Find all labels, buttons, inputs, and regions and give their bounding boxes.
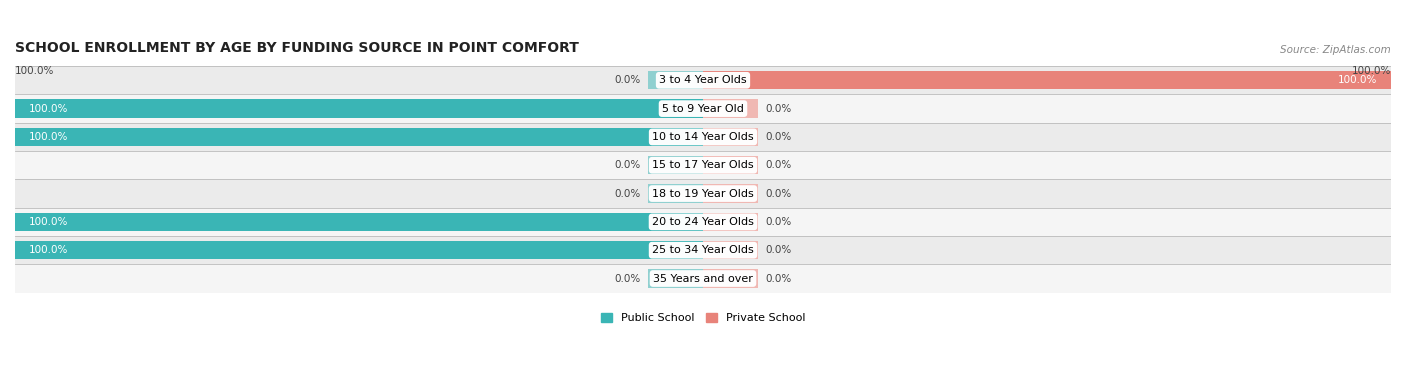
Text: 20 to 24 Year Olds: 20 to 24 Year Olds	[652, 217, 754, 227]
Bar	[703, 241, 758, 259]
Bar	[15, 151, 1391, 179]
Bar	[648, 156, 703, 175]
Text: 100.0%: 100.0%	[28, 245, 67, 255]
Text: Source: ZipAtlas.com: Source: ZipAtlas.com	[1281, 45, 1391, 55]
Text: 0.0%: 0.0%	[765, 132, 792, 142]
Bar	[15, 66, 1391, 95]
Text: 3 to 4 Year Olds: 3 to 4 Year Olds	[659, 75, 747, 85]
Bar	[703, 100, 758, 118]
Text: 100.0%: 100.0%	[28, 217, 67, 227]
Bar	[15, 179, 1391, 208]
Text: 0.0%: 0.0%	[765, 217, 792, 227]
Text: 5 to 9 Year Old: 5 to 9 Year Old	[662, 104, 744, 113]
Text: 100.0%: 100.0%	[28, 132, 67, 142]
Text: 100.0%: 100.0%	[1351, 66, 1391, 76]
Text: 0.0%: 0.0%	[765, 160, 792, 170]
Bar	[15, 213, 703, 231]
Text: 15 to 17 Year Olds: 15 to 17 Year Olds	[652, 160, 754, 170]
Text: 0.0%: 0.0%	[614, 75, 641, 85]
Text: 0.0%: 0.0%	[614, 160, 641, 170]
Bar	[703, 184, 758, 203]
Bar	[703, 213, 758, 231]
Text: 0.0%: 0.0%	[765, 188, 792, 199]
Bar	[648, 71, 703, 89]
Bar	[703, 128, 758, 146]
Text: 0.0%: 0.0%	[614, 188, 641, 199]
Text: 100.0%: 100.0%	[15, 66, 55, 76]
Text: 10 to 14 Year Olds: 10 to 14 Year Olds	[652, 132, 754, 142]
Bar	[15, 264, 1391, 293]
Bar	[15, 241, 703, 259]
Text: SCHOOL ENROLLMENT BY AGE BY FUNDING SOURCE IN POINT COMFORT: SCHOOL ENROLLMENT BY AGE BY FUNDING SOUR…	[15, 41, 579, 55]
Bar	[15, 208, 1391, 236]
Bar	[703, 71, 1391, 89]
Bar	[15, 100, 703, 118]
Text: 0.0%: 0.0%	[614, 274, 641, 284]
Bar	[15, 95, 1391, 123]
Bar	[648, 269, 703, 288]
Bar	[648, 184, 703, 203]
Text: 0.0%: 0.0%	[765, 104, 792, 113]
Bar	[15, 128, 703, 146]
Text: 18 to 19 Year Olds: 18 to 19 Year Olds	[652, 188, 754, 199]
Bar	[703, 156, 758, 175]
Text: 0.0%: 0.0%	[765, 245, 792, 255]
Text: 100.0%: 100.0%	[28, 104, 67, 113]
Bar	[15, 236, 1391, 264]
Bar	[703, 269, 758, 288]
Text: 100.0%: 100.0%	[1339, 75, 1378, 85]
Legend: Public School, Private School: Public School, Private School	[596, 309, 810, 328]
Text: 0.0%: 0.0%	[765, 274, 792, 284]
Text: 35 Years and over: 35 Years and over	[652, 274, 754, 284]
Text: 25 to 34 Year Olds: 25 to 34 Year Olds	[652, 245, 754, 255]
Bar	[15, 123, 1391, 151]
